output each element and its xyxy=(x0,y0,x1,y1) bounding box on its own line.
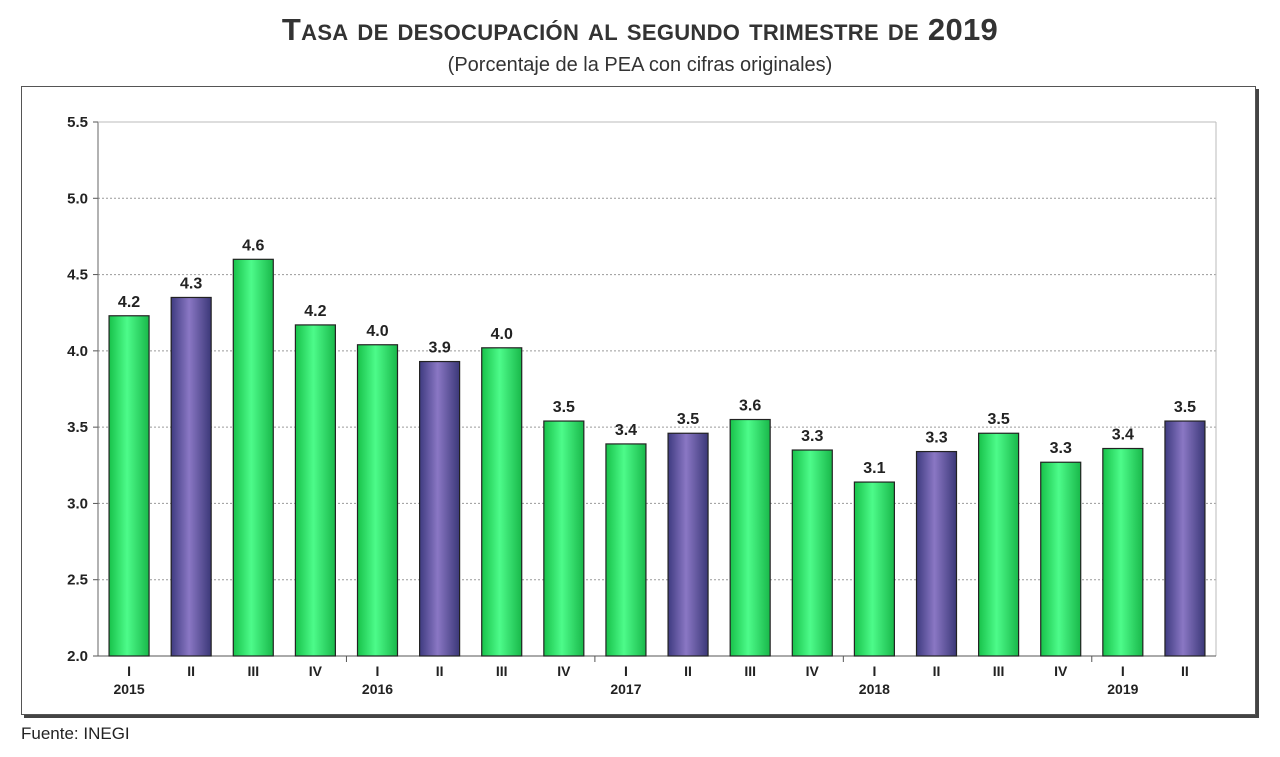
bar xyxy=(605,443,647,657)
x-tick-label: IV xyxy=(806,663,820,679)
data-label: 4.0 xyxy=(366,323,388,340)
x-tick-label: I xyxy=(624,663,628,679)
x-tick-label: I xyxy=(872,663,876,679)
x-tick-label: III xyxy=(744,663,756,679)
data-label: 3.5 xyxy=(553,399,575,416)
year-label: 2016 xyxy=(362,681,393,697)
data-label: 3.6 xyxy=(739,398,761,415)
data-label: 3.3 xyxy=(801,428,823,445)
x-tick-label: IV xyxy=(309,663,323,679)
data-label: 4.3 xyxy=(180,275,202,292)
data-label: 4.0 xyxy=(491,326,513,343)
data-label: 4.2 xyxy=(304,303,326,320)
x-tick-label: I xyxy=(376,663,380,679)
data-label: 4.6 xyxy=(242,237,264,254)
x-tick-label: III xyxy=(496,663,508,679)
x-tick-label: II xyxy=(436,663,444,679)
year-label: 2019 xyxy=(1107,681,1138,697)
bar xyxy=(1040,461,1082,657)
bar xyxy=(1164,420,1206,657)
bar xyxy=(419,360,461,657)
data-label: 3.9 xyxy=(428,340,450,357)
bar xyxy=(791,449,833,657)
y-tick-label: 3.5 xyxy=(67,419,88,436)
year-label: 2015 xyxy=(113,681,144,697)
x-tick-label: III xyxy=(993,663,1005,679)
x-tick-label: II xyxy=(1181,663,1189,679)
bar xyxy=(294,324,336,657)
year-label: 2018 xyxy=(859,681,890,697)
bar xyxy=(170,296,212,657)
data-label: 3.5 xyxy=(987,411,1009,428)
y-tick-label: 4.5 xyxy=(67,267,88,284)
bar xyxy=(915,450,958,657)
data-label: 3.1 xyxy=(863,460,885,477)
x-tick-label: II xyxy=(684,663,692,679)
bar xyxy=(356,344,399,657)
bar xyxy=(978,432,1020,657)
data-label: 4.2 xyxy=(118,294,140,311)
data-label: 3.5 xyxy=(677,411,699,428)
x-tick-label: IV xyxy=(1054,663,1068,679)
x-tick-label: I xyxy=(127,663,131,679)
source-note: Fuente: INEGI xyxy=(21,724,130,743)
bar xyxy=(232,258,274,657)
bar xyxy=(108,315,150,657)
x-tick-label: II xyxy=(933,663,941,679)
y-tick-label: 4.0 xyxy=(67,343,88,360)
x-tick-label: II xyxy=(187,663,195,679)
x-tick-label: I xyxy=(1121,663,1125,679)
data-label: 3.4 xyxy=(615,422,637,439)
bar xyxy=(667,432,709,657)
x-tick-label: IV xyxy=(557,663,571,679)
y-tick-label: 3.0 xyxy=(67,495,88,512)
y-tick-label: 5.5 xyxy=(67,114,88,131)
data-label: 3.4 xyxy=(1112,427,1134,444)
bar xyxy=(543,420,585,657)
bar xyxy=(853,481,895,657)
y-tick-label: 2.5 xyxy=(67,572,88,589)
y-tick-label: 5.0 xyxy=(67,190,88,207)
x-tick-label: III xyxy=(247,663,259,679)
data-label: 3.3 xyxy=(1050,440,1072,457)
bar xyxy=(481,347,523,657)
chart-subtitle: (Porcentaje de la PEA con cifras origina… xyxy=(447,54,833,76)
bar xyxy=(1102,447,1144,657)
chart-title: Tasa de desocupación al segundo trimestr… xyxy=(281,12,999,47)
year-label: 2017 xyxy=(610,681,641,697)
y-tick-label: 2.0 xyxy=(67,648,88,665)
bar xyxy=(729,418,771,657)
data-label: 3.3 xyxy=(925,430,947,447)
data-label: 3.5 xyxy=(1174,399,1196,416)
